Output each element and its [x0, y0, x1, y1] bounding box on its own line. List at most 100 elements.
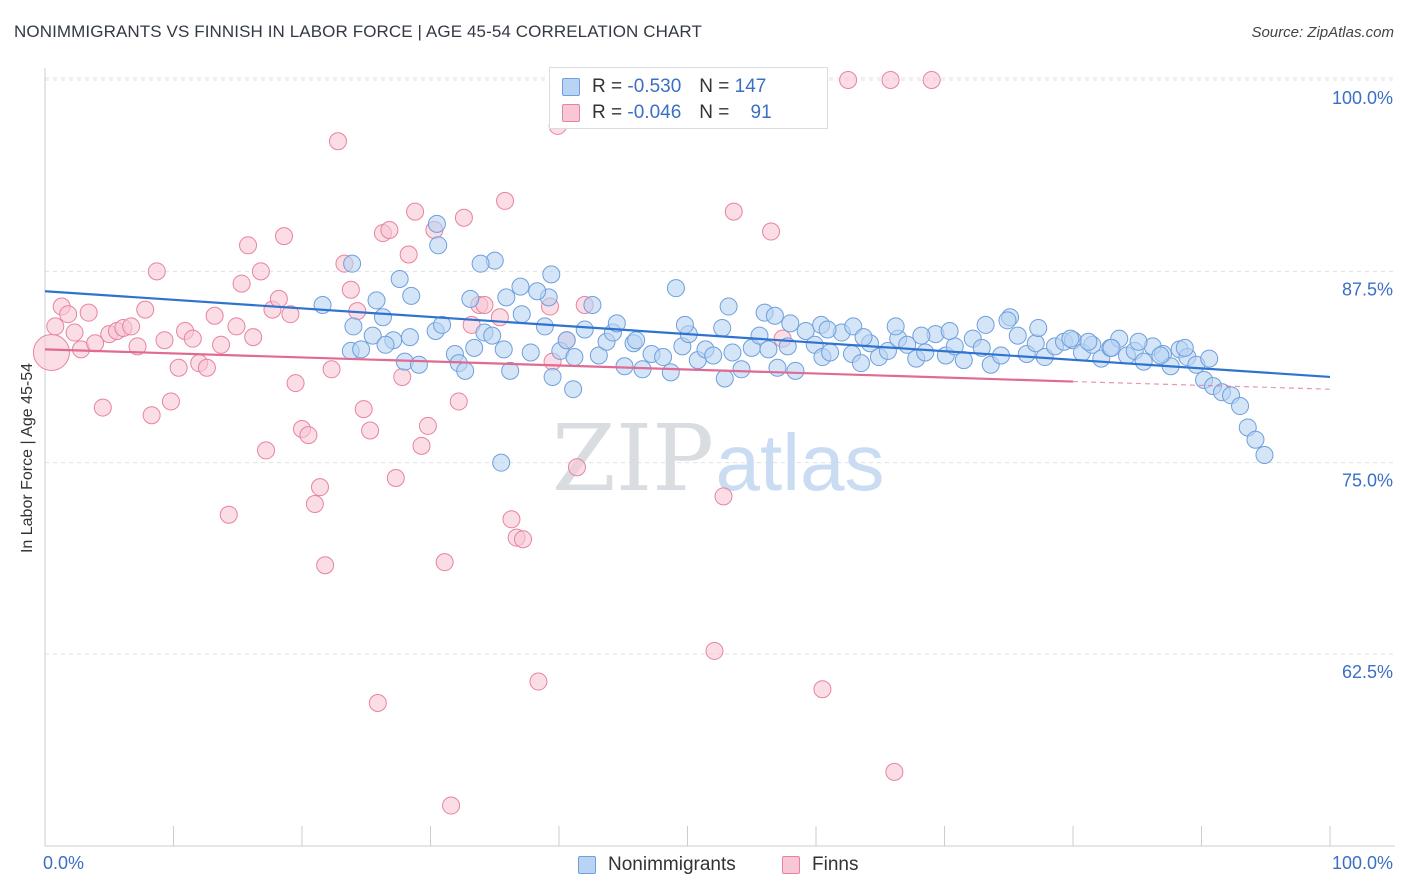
finns-point — [275, 227, 294, 246]
nonimmigrants-trend-line — [44, 290, 1331, 379]
nonimmigrants-point — [1061, 329, 1080, 348]
y-tick-label: 100.0% — [1332, 88, 1393, 108]
finns-point — [128, 337, 147, 356]
nonimmigrants-point — [1102, 338, 1121, 357]
nonimmigrants-points — [313, 214, 1274, 472]
nonimmigrants-point — [427, 214, 446, 233]
nonimmigrants-point — [511, 277, 530, 296]
finns-point — [299, 426, 318, 445]
finns-point — [161, 392, 180, 411]
nonimmigrants-point — [1231, 397, 1250, 416]
finns-point — [442, 796, 461, 815]
nonimmigrants-point — [376, 335, 395, 354]
nonimmigrants-point — [557, 331, 576, 350]
finns-point — [567, 458, 586, 477]
nonimmigrants-point — [1255, 446, 1274, 465]
nonimmigrants-point — [433, 315, 452, 334]
legend-r-value: -0.046 — [627, 102, 682, 123]
nonimmigrants-point — [704, 346, 723, 365]
nonimmigrants-point — [715, 369, 734, 388]
nonimmigrants-point — [781, 314, 800, 333]
finns-point — [412, 436, 431, 455]
finns-point — [322, 360, 341, 379]
nonimmigrants-point — [1029, 318, 1048, 337]
nonimmigrants-point — [483, 326, 502, 345]
finns-point — [922, 71, 941, 89]
axes — [44, 68, 1395, 847]
y-tick-label: 87.5% — [1342, 279, 1393, 299]
finns-point — [399, 245, 418, 264]
nonimmigrants-point — [1151, 346, 1170, 365]
nonimmigrants-point — [1079, 332, 1098, 351]
nonimmigrants-point — [661, 363, 680, 382]
nonimmigrants-point — [886, 317, 905, 336]
nonimmigrants-point — [1134, 352, 1153, 371]
bottom-legend-label: Nonimmigrants — [608, 854, 736, 875]
finns-point — [406, 202, 425, 221]
nonimmigrants-point — [1008, 326, 1027, 345]
nonimmigrants-point — [564, 380, 583, 399]
nonimmigrants-point — [821, 343, 840, 362]
legend-swatch-pink — [562, 104, 580, 122]
finns-point — [341, 280, 360, 299]
nonimmigrants-point — [512, 305, 531, 324]
nonimmigrants-point — [390, 269, 409, 288]
legend-n-label: N = — [699, 76, 730, 97]
nonimmigrants-point — [916, 343, 935, 362]
nonimmigrants-point — [972, 338, 991, 357]
nonimmigrants-point — [818, 320, 837, 339]
legend-r-label: R = — [592, 102, 623, 123]
finns-trend-extension — [1072, 380, 1331, 390]
y-tick-label: 75.0% — [1342, 471, 1393, 491]
finns-point — [839, 71, 858, 89]
finns-point — [205, 306, 224, 325]
chart-title: NONIMMIGRANTS VS FINNISH IN LABOR FORCE … — [14, 22, 702, 41]
nonimmigrants-point — [976, 315, 995, 334]
nonimmigrants-point — [575, 320, 594, 339]
nonimmigrants-point — [497, 288, 516, 307]
nonimmigrants-point — [1200, 349, 1219, 368]
legend-n-label: N = — [699, 102, 730, 123]
nonimmigrants-point — [521, 343, 540, 362]
nonimmigrants-point — [535, 317, 554, 336]
nonimmigrants-point — [713, 318, 732, 337]
nonimmigrants-point — [456, 361, 475, 380]
finns-point — [724, 202, 743, 221]
nonimmigrants-point — [402, 286, 421, 305]
nonimmigrants-point — [786, 361, 805, 380]
watermark: ZIP atlas — [552, 405, 885, 512]
finns-point — [316, 556, 335, 575]
finns-point — [197, 358, 216, 377]
finns-point — [881, 71, 900, 89]
finns-point — [227, 317, 246, 336]
finns-point — [305, 494, 324, 513]
finns-trend-line — [44, 348, 1074, 383]
nonimmigrants-point — [471, 254, 490, 273]
finns-point — [155, 331, 174, 350]
nonimmigrants-point — [768, 358, 787, 377]
finns-point — [496, 191, 515, 210]
finns-point — [212, 335, 231, 354]
finns-point — [449, 392, 468, 411]
nonimmigrants-point — [543, 367, 562, 386]
nonimmigrants-point — [1246, 430, 1265, 449]
nonimmigrants-point — [765, 306, 784, 325]
nonimmigrants-point — [719, 297, 738, 316]
legend-n-value: 147 — [734, 76, 767, 97]
nonimmigrants-point — [940, 322, 959, 341]
nonimmigrants-point — [732, 360, 751, 379]
finns-point — [239, 236, 258, 255]
finns-points — [32, 71, 941, 815]
finns-point — [93, 398, 112, 417]
finns-point — [813, 680, 832, 699]
finns-point — [244, 328, 263, 347]
nonimmigrants-point — [1175, 338, 1194, 357]
nonimmigrants-point — [675, 315, 694, 334]
bottom-legend-label: Finns — [812, 854, 859, 875]
legend-row-nonimmigrants: R = -0.530 N = 147 — [562, 74, 766, 100]
nonimmigrants-point — [627, 331, 646, 350]
legend-r-value: -0.530 — [627, 76, 682, 97]
finns-point — [147, 262, 166, 281]
finns-point — [514, 530, 533, 549]
finns-point — [380, 221, 399, 240]
